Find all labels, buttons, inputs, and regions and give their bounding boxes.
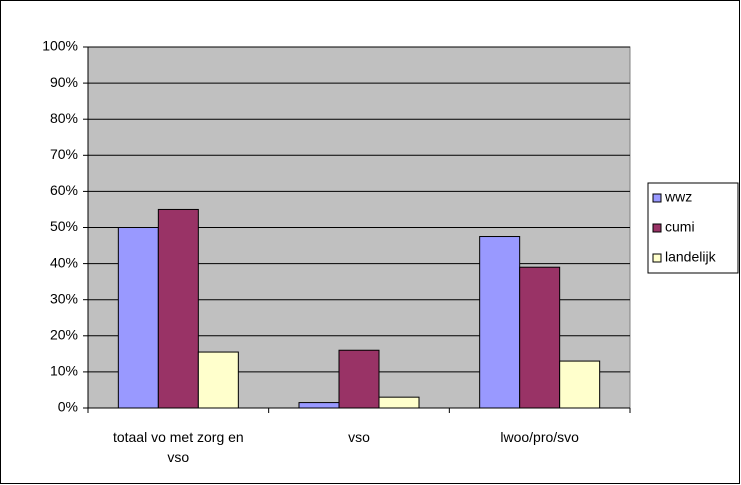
legend-label: wwz xyxy=(664,189,692,205)
legend-swatch xyxy=(652,253,662,263)
bar xyxy=(117,227,159,409)
legend-swatch xyxy=(652,193,662,203)
legend-swatch xyxy=(652,223,662,233)
legend-label: cumi xyxy=(665,219,695,235)
bar xyxy=(378,396,420,409)
y-tick-label: 20% xyxy=(50,327,78,343)
bar xyxy=(519,266,561,409)
y-tick-label: 90% xyxy=(50,74,78,90)
y-tick-label: 40% xyxy=(50,254,78,270)
bar xyxy=(338,349,380,409)
y-tick-label: 30% xyxy=(50,290,78,306)
y-tick-label: 10% xyxy=(50,363,78,379)
x-tick-label: lwoo/pro/svo xyxy=(500,429,579,445)
bar xyxy=(298,402,340,409)
bar xyxy=(157,208,199,409)
bar xyxy=(197,351,239,409)
legend-box xyxy=(647,182,739,274)
y-tick-label: 60% xyxy=(50,182,78,198)
bar xyxy=(479,236,521,409)
y-tick-label: 100% xyxy=(42,38,78,54)
legend-label: landelijk xyxy=(665,249,717,265)
y-tick-label: 70% xyxy=(50,146,78,162)
x-tick-label: vso xyxy=(348,429,370,445)
y-tick-label: 50% xyxy=(50,218,78,234)
y-tick-label: 80% xyxy=(50,110,78,126)
y-tick-label: 0% xyxy=(58,399,78,415)
bar xyxy=(559,360,601,409)
x-tick-label: totaal vo met zorg en vso xyxy=(112,429,244,465)
